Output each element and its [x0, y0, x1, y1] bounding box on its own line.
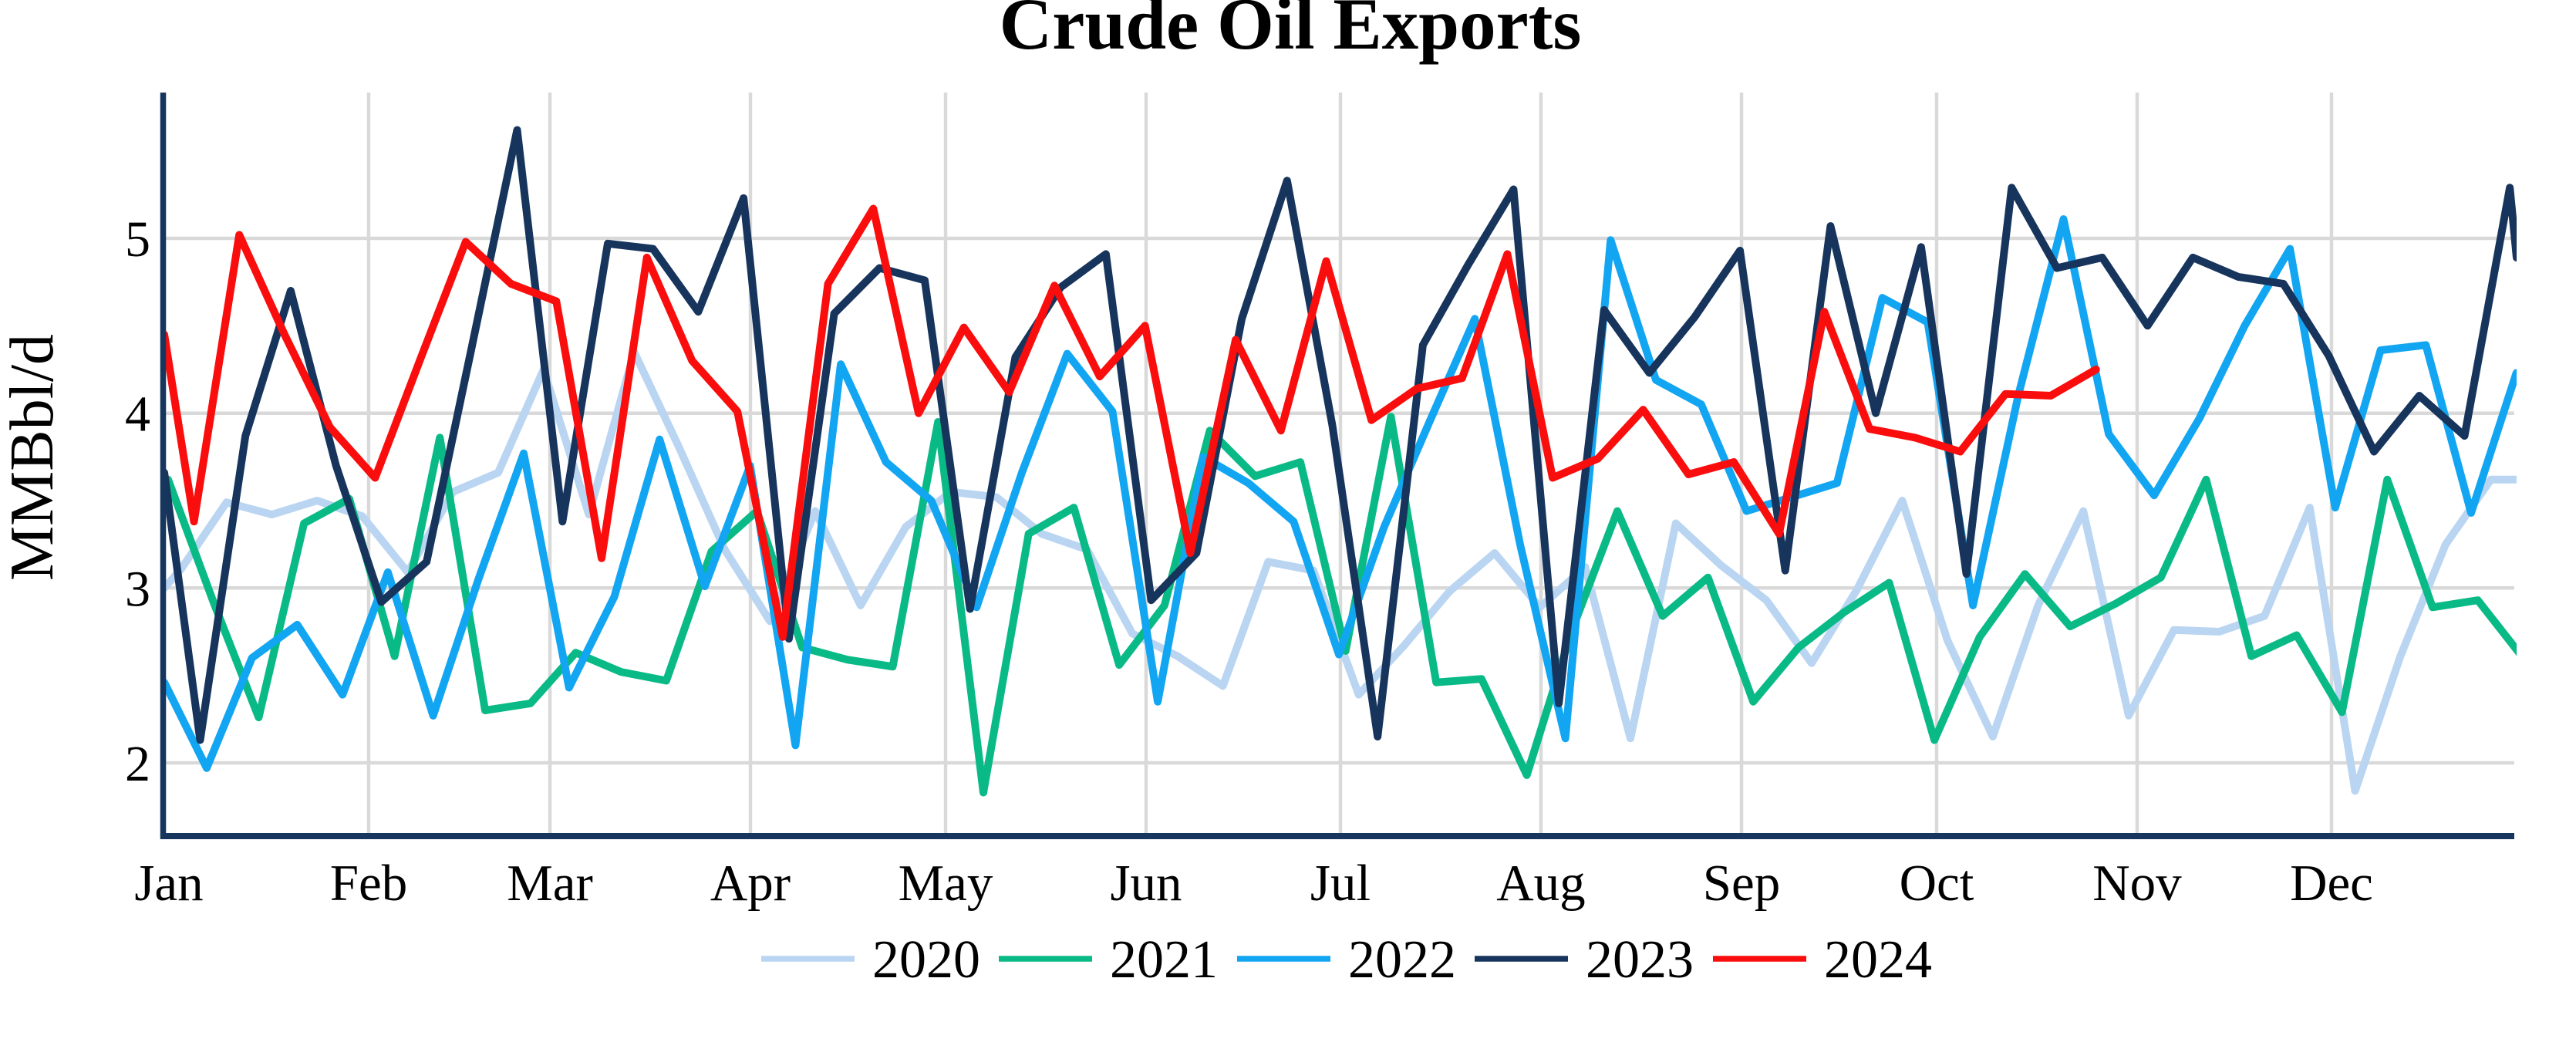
- svg-text:Mar: Mar: [507, 855, 593, 912]
- svg-text:Jul: Jul: [1310, 855, 1371, 912]
- svg-text:MMBbl/d: MMBbl/d: [0, 334, 66, 581]
- svg-text:2023: 2023: [1586, 930, 1694, 990]
- svg-text:2024: 2024: [1824, 930, 1932, 990]
- svg-text:Feb: Feb: [330, 855, 408, 912]
- svg-text:2: 2: [125, 736, 150, 792]
- svg-text:2020: 2020: [872, 930, 980, 990]
- svg-text:Jun: Jun: [1110, 855, 1182, 912]
- svg-text:2022: 2022: [1348, 930, 1456, 990]
- svg-text:Jan: Jan: [134, 855, 203, 912]
- svg-text:Apr: Apr: [710, 855, 791, 912]
- svg-text:5: 5: [125, 211, 150, 268]
- svg-text:3: 3: [125, 561, 150, 617]
- svg-text:2021: 2021: [1110, 930, 1218, 990]
- svg-text:4: 4: [125, 386, 150, 443]
- svg-text:Crude Oil Exports: Crude Oil Exports: [1000, 0, 1582, 65]
- svg-text:Oct: Oct: [1900, 855, 1974, 912]
- svg-text:Nov: Nov: [2092, 855, 2182, 912]
- svg-text:Aug: Aug: [1496, 855, 1585, 912]
- svg-text:Dec: Dec: [2290, 855, 2373, 912]
- svg-text:Sep: Sep: [1703, 855, 1781, 912]
- svg-text:May: May: [899, 855, 993, 912]
